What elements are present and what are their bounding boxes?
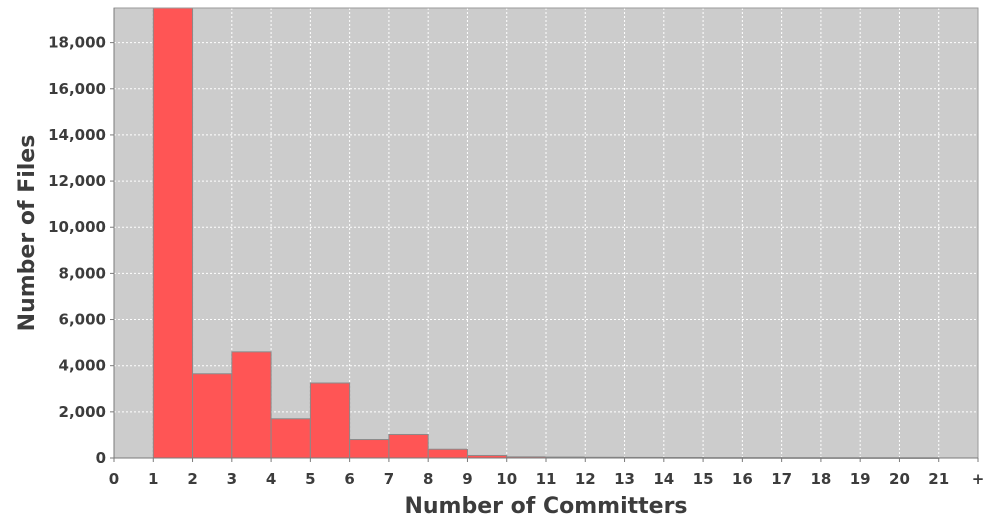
y-tick-label: 8,000 <box>59 264 106 282</box>
x-tick-label: 0 <box>109 470 119 488</box>
y-tick-label: 6,000 <box>59 311 106 329</box>
x-tick-label: 20 <box>889 470 910 488</box>
histogram-bar <box>309 382 351 459</box>
histogram-bar <box>270 418 311 459</box>
x-tick-labels: 0 1 2 3 4 5 6 7 8 9 10 11 12 13 14 15 16 17 18 19 20 21 + <box>109 470 985 488</box>
axes <box>110 8 979 462</box>
x-tick-label: 9 <box>462 470 472 488</box>
y-tick-label: 10,000 <box>48 218 106 236</box>
histogram-bar <box>192 373 233 459</box>
y-axis-title: Number of Files <box>15 135 40 332</box>
x-tick-label: 16 <box>732 470 753 488</box>
x-tick-label: 17 <box>771 470 792 488</box>
x-tick-label: 18 <box>810 470 831 488</box>
histogram-bar <box>152 7 194 459</box>
x-tick-label: 8 <box>423 470 433 488</box>
histogram-bar <box>349 439 390 459</box>
x-tick-label: 4 <box>266 470 276 488</box>
x-tick-label: 14 <box>653 470 674 488</box>
y-tick-label: 0 <box>96 449 106 467</box>
histogram-bar <box>231 351 272 459</box>
x-tick-label: 13 <box>614 470 635 488</box>
x-tick-label: 1 <box>148 470 158 488</box>
x-tick-label: 6 <box>344 470 354 488</box>
histogram-bar <box>427 448 468 459</box>
x-tick-label: 12 <box>575 470 596 488</box>
y-tick-label: 14,000 <box>48 126 106 144</box>
x-tick-label: 11 <box>536 470 557 488</box>
x-tick-label: 10 <box>496 470 517 488</box>
y-tick-label: 16,000 <box>48 80 106 98</box>
x-tick-label: 5 <box>305 470 315 488</box>
bars <box>152 7 940 459</box>
y-tick-label: 4,000 <box>59 357 106 375</box>
y-tick-label: 2,000 <box>59 403 106 421</box>
x-tick-label: + <box>972 470 985 488</box>
histogram-bar <box>388 433 429 459</box>
x-tick-label: 19 <box>850 470 871 488</box>
x-tick-label: 21 <box>928 470 949 488</box>
y-tick-labels: 0 2,000 4,000 6,000 8,000 10,000 12,000 14,000 1… <box>48 34 106 467</box>
y-tick-label: 18,000 <box>48 34 106 52</box>
x-tick-label: 3 <box>227 470 237 488</box>
x-tick-label: 15 <box>693 470 714 488</box>
x-axis-title: Number of Committers <box>404 494 687 519</box>
x-tick-label: 2 <box>187 470 197 488</box>
x-tick-label: 7 <box>384 470 394 488</box>
y-tick-label: 12,000 <box>48 172 106 190</box>
